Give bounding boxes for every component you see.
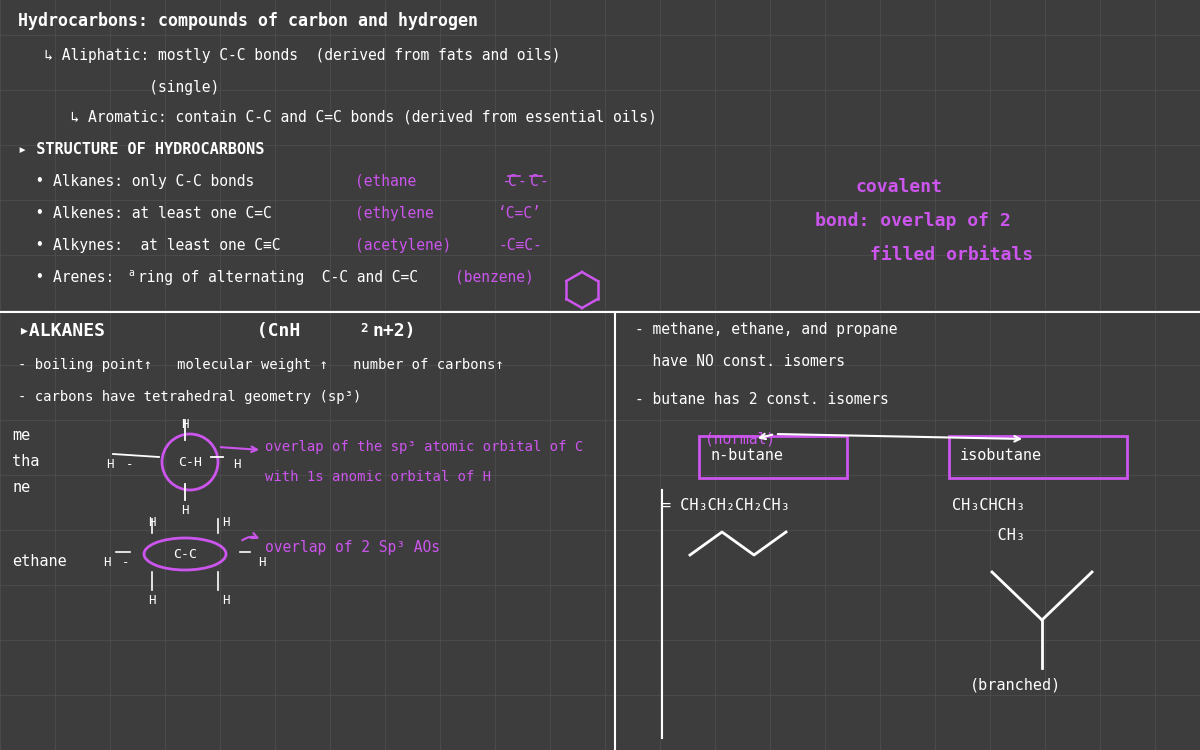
Text: ethane: ethane [12, 554, 67, 569]
Text: me: me [12, 428, 30, 443]
Text: - methane, ethane, and propane: - methane, ethane, and propane [635, 322, 898, 337]
Text: C-C: C-C [173, 548, 197, 560]
Text: -: - [122, 556, 130, 569]
Text: n-butane: n-butane [710, 448, 784, 464]
Text: -: - [540, 174, 548, 189]
Text: have NO const. isomers: have NO const. isomers [635, 354, 845, 369]
Text: H: H [222, 594, 229, 607]
Text: ▸ STRUCTURE OF HYDROCARBONS: ▸ STRUCTURE OF HYDROCARBONS [18, 142, 264, 157]
Text: -: - [126, 458, 133, 471]
Text: (single): (single) [18, 80, 220, 95]
Text: (branched): (branched) [970, 678, 1061, 693]
Text: (benzene): (benzene) [455, 270, 534, 285]
Text: C: C [508, 174, 517, 189]
Text: CH₃: CH₃ [952, 528, 1025, 543]
Text: (ethane: (ethane [355, 174, 416, 189]
Text: covalent: covalent [856, 178, 942, 196]
Text: (ethylene: (ethylene [355, 206, 433, 221]
Text: bond: overlap of 2: bond: overlap of 2 [815, 212, 1010, 230]
Text: a: a [128, 268, 134, 278]
Text: overlap of the sp³ atomic orbital of C: overlap of the sp³ atomic orbital of C [265, 440, 583, 454]
Text: H: H [222, 516, 229, 529]
Text: H: H [107, 458, 114, 471]
Text: -: - [518, 174, 527, 189]
Text: with 1s anomic orbital of H: with 1s anomic orbital of H [265, 470, 491, 484]
Text: H: H [233, 458, 241, 471]
Text: - carbons have tetrahedral geometry (sp³): - carbons have tetrahedral geometry (sp³… [18, 390, 361, 404]
Text: -: - [485, 174, 511, 189]
Text: (CnH: (CnH [235, 322, 300, 340]
Text: • Alkenes: at least one C=C: • Alkenes: at least one C=C [18, 206, 271, 221]
Text: tha: tha [12, 454, 40, 469]
Text: = CH₃CH₂CH₂CH₃: = CH₃CH₂CH₂CH₃ [662, 498, 790, 513]
Text: C: C [530, 174, 539, 189]
Text: ring of alternating  C-C and C=C: ring of alternating C-C and C=C [138, 270, 418, 285]
Text: ↳ Aliphatic: mostly C-C bonds  (derived from fats and oils): ↳ Aliphatic: mostly C-C bonds (derived f… [18, 48, 560, 63]
Text: H: H [181, 418, 188, 431]
Text: H: H [258, 556, 265, 569]
Text: -C≡C-: -C≡C- [498, 238, 541, 253]
Text: 2: 2 [360, 322, 367, 335]
Text: C-H: C-H [178, 455, 202, 469]
Text: H: H [149, 516, 156, 529]
Text: (normal): (normal) [706, 432, 775, 447]
Text: n+2): n+2) [372, 322, 415, 340]
Text: isobutane: isobutane [960, 448, 1042, 464]
Text: H: H [149, 594, 156, 607]
Text: - butane has 2 const. isomers: - butane has 2 const. isomers [635, 392, 889, 407]
Text: ↳ Aromatic: contain C-C and C=C bonds (derived from essential oils): ↳ Aromatic: contain C-C and C=C bonds (d… [18, 110, 656, 125]
Text: H: H [181, 504, 188, 517]
Text: ʻC=Cʼ: ʻC=Cʼ [498, 206, 541, 221]
Text: (acetylene): (acetylene) [355, 238, 451, 253]
Text: ne: ne [12, 480, 30, 495]
Text: • Arenes:: • Arenes: [18, 270, 114, 285]
Text: CH₃CHCH₃: CH₃CHCH₃ [952, 498, 1025, 513]
Text: Hydrocarbons: compounds of carbon and hydrogen: Hydrocarbons: compounds of carbon and hy… [18, 12, 478, 30]
Text: • Alkanes: only C-C bonds: • Alkanes: only C-C bonds [18, 174, 254, 189]
Text: H: H [103, 556, 110, 569]
Text: filled orbitals: filled orbitals [870, 246, 1033, 264]
Text: - boiling point↑   molecular weight ↑   number of carbons↑: - boiling point↑ molecular weight ↑ numb… [18, 358, 504, 372]
Text: ▸ALKANES: ▸ALKANES [18, 322, 106, 340]
Text: overlap of 2 Sp³ AOs: overlap of 2 Sp³ AOs [265, 540, 440, 555]
Text: • Alkynes:  at least one C≡C: • Alkynes: at least one C≡C [18, 238, 281, 253]
